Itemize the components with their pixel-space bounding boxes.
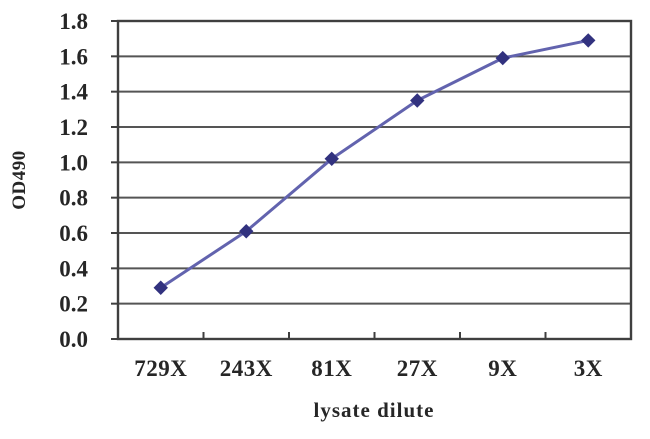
y-tick-label: 0.8 (59, 186, 88, 211)
y-tick-label: 1.2 (59, 115, 88, 140)
y-tick-label: 0.0 (59, 327, 88, 352)
y-tick-label: 1.0 (59, 150, 88, 175)
y-tick-label: 0.2 (59, 292, 88, 317)
x-tick-label: 3X (574, 356, 603, 381)
x-tick-label: 27X (397, 356, 438, 381)
series-line (159, 38, 589, 290)
x-axis-title: lysate dilute (313, 398, 435, 422)
x-tick-label: 729X (134, 356, 187, 381)
data-point-marker (239, 224, 254, 239)
plot-border (116, 19, 633, 341)
x-tick-label: 243X (220, 356, 273, 381)
y-tick-label: 0.6 (59, 221, 88, 246)
data-point-marker (410, 93, 425, 108)
y-tick-label: 1.8 (59, 9, 88, 34)
data-point-marker (153, 280, 168, 295)
data-point-marker (324, 151, 339, 167)
y-axis-title: OD490 (9, 150, 30, 210)
x-tick-label: 9X (488, 356, 517, 381)
y-tick-label: 0.4 (59, 256, 88, 281)
data-point-marker (581, 33, 596, 48)
y-tick-label: 1.6 (59, 44, 88, 69)
y-tick-label: 1.4 (59, 80, 88, 105)
x-tick-label: 81X (311, 356, 352, 381)
data-point-marker (495, 50, 510, 66)
